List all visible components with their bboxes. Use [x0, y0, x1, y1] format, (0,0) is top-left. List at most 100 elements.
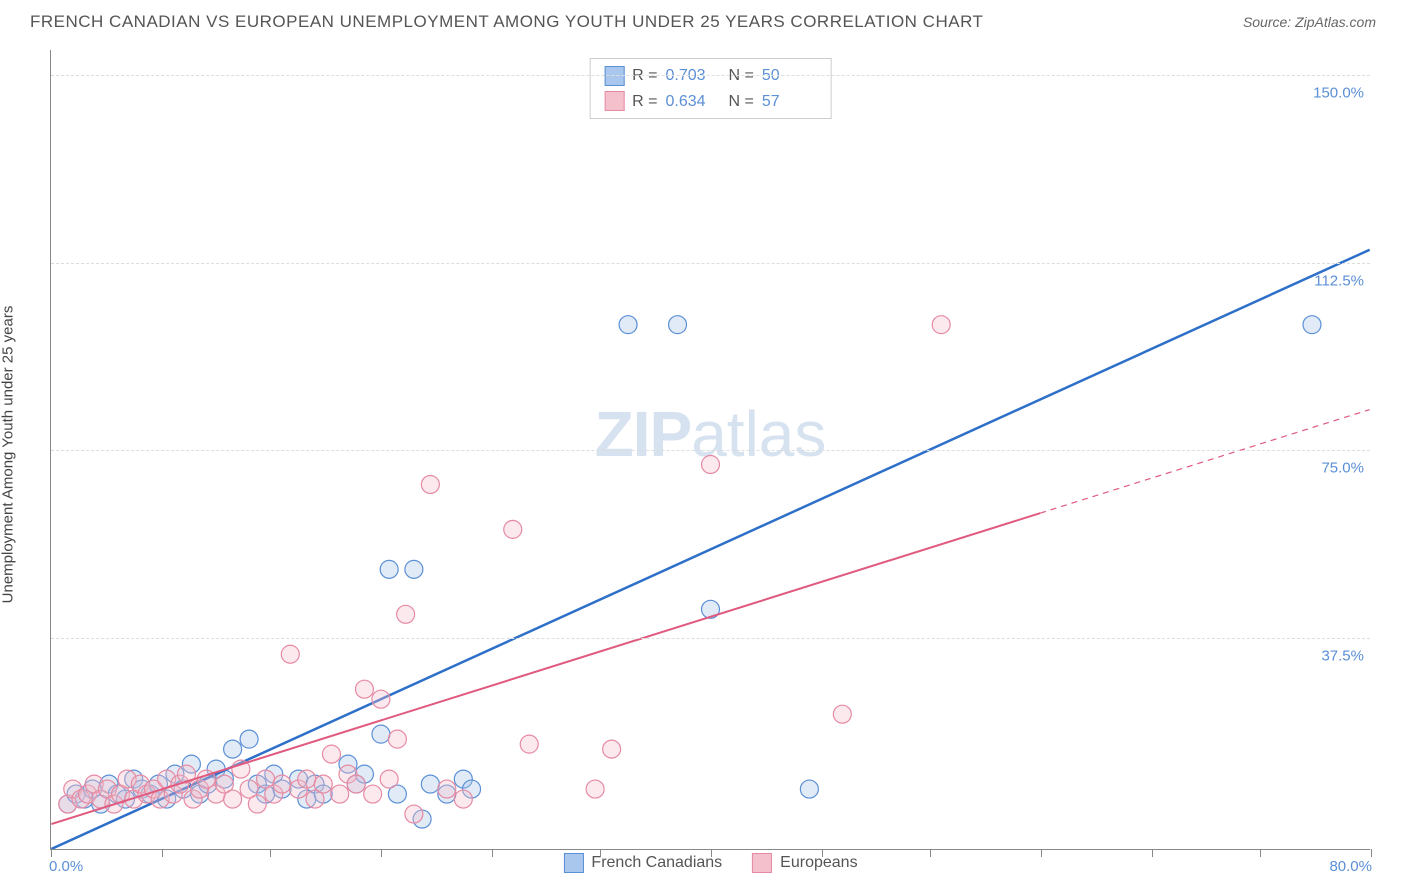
- scatter-point: [800, 780, 818, 798]
- x-tick: [822, 849, 823, 857]
- scatter-point: [151, 790, 169, 808]
- legend-label: Europeans: [780, 854, 857, 872]
- scatter-point: [372, 690, 390, 708]
- scatter-point: [405, 560, 423, 578]
- gridline: [51, 638, 1370, 639]
- source-text: Source: ZipAtlas.com: [1243, 14, 1376, 30]
- scatter-point: [100, 775, 118, 793]
- x-tick: [270, 849, 271, 857]
- scatter-point: [619, 316, 637, 334]
- scatter-point: [184, 790, 202, 808]
- scatter-point: [520, 735, 538, 753]
- legend-stats: R = 0.703 N = 50 R = 0.634 N = 57: [589, 58, 832, 119]
- title-row: FRENCH CANADIAN VS EUROPEAN UNEMPLOYMENT…: [30, 12, 1376, 32]
- scatter-point: [171, 775, 189, 793]
- scatter-point: [240, 780, 258, 798]
- scatter-point: [145, 780, 163, 798]
- r-label: R =: [632, 89, 657, 115]
- scatter-point: [833, 705, 851, 723]
- n-label: N =: [729, 89, 754, 115]
- scatter-point: [355, 680, 373, 698]
- scatter-point: [314, 775, 332, 793]
- scatter-point: [131, 775, 149, 793]
- x-tick: [1152, 849, 1153, 857]
- scatter-point: [290, 770, 308, 788]
- scatter-point: [388, 730, 406, 748]
- y-tick-label: 112.5%: [1314, 272, 1364, 289]
- scatter-point: [603, 740, 621, 758]
- x-max-label: 80.0%: [1329, 858, 1372, 875]
- scatter-point: [397, 605, 415, 623]
- scatter-point: [438, 785, 456, 803]
- scatter-point: [75, 790, 93, 808]
- scatter-point: [932, 316, 950, 334]
- trend-line-dashed: [1040, 410, 1370, 514]
- gridline: [51, 450, 1370, 451]
- scatter-point: [1303, 316, 1321, 334]
- scatter-point: [454, 790, 472, 808]
- scatter-point: [306, 775, 324, 793]
- scatter-point: [298, 790, 316, 808]
- x-min-label: 0.0%: [49, 858, 83, 875]
- scatter-point: [64, 780, 82, 798]
- scatter-point: [224, 740, 242, 758]
- trend-line: [51, 250, 1369, 849]
- scatter-point: [702, 455, 720, 473]
- n-value: 57: [762, 89, 817, 115]
- scatter-point: [112, 785, 130, 803]
- scatter-point: [702, 600, 720, 618]
- scatter-point: [372, 725, 390, 743]
- scatter-point: [215, 770, 233, 788]
- scatter-point: [322, 745, 340, 763]
- scatter-point: [290, 780, 308, 798]
- x-tick: [162, 849, 163, 857]
- scatter-point: [421, 775, 439, 793]
- source-link[interactable]: ZipAtlas.com: [1295, 14, 1376, 30]
- scatter-point: [504, 520, 522, 538]
- scatter-point: [191, 780, 209, 798]
- scatter-point: [118, 770, 136, 788]
- scatter-point: [438, 780, 456, 798]
- legend-series-item: French Canadians: [563, 853, 722, 873]
- x-tick: [381, 849, 382, 857]
- scatter-point: [59, 795, 77, 813]
- legend-stat-row: R = 0.634 N = 57: [604, 89, 817, 115]
- legend-series-item: Europeans: [752, 853, 857, 873]
- scatter-point: [59, 795, 77, 813]
- legend-swatch: [604, 91, 624, 111]
- scatter-point: [72, 790, 90, 808]
- source-prefix: Source:: [1243, 14, 1295, 30]
- legend-swatch: [752, 853, 772, 873]
- x-tick: [492, 849, 493, 857]
- x-tick: [600, 849, 601, 857]
- y-tick-label: 75.0%: [1321, 460, 1364, 477]
- scatter-point: [463, 780, 481, 798]
- x-tick: [1260, 849, 1261, 857]
- scatter-point: [215, 775, 233, 793]
- scatter-point: [388, 785, 406, 803]
- scatter-point: [141, 785, 159, 803]
- scatter-point: [92, 795, 110, 813]
- scatter-point: [164, 785, 182, 803]
- scatter-point: [79, 785, 97, 803]
- scatter-point: [133, 780, 151, 798]
- scatter-point: [149, 775, 167, 793]
- scatter-point: [413, 810, 431, 828]
- scatter-point: [298, 770, 316, 788]
- trend-line-solid: [51, 513, 1040, 824]
- gridline: [51, 263, 1370, 264]
- scatter-point: [125, 790, 143, 808]
- scatter-point: [306, 790, 324, 808]
- scatter-point: [248, 775, 266, 793]
- scatter-point: [240, 730, 258, 748]
- scatter-point: [116, 790, 134, 808]
- scatter-point: [182, 755, 200, 773]
- y-tick-label: 37.5%: [1321, 647, 1364, 664]
- chart-title: FRENCH CANADIAN VS EUROPEAN UNEMPLOYMENT…: [30, 12, 983, 32]
- scatter-point: [248, 795, 266, 813]
- x-tick: [930, 849, 931, 857]
- scatter-point: [421, 475, 439, 493]
- scatter-point: [84, 780, 102, 798]
- scatter-point: [281, 645, 299, 663]
- scatter-point: [331, 785, 349, 803]
